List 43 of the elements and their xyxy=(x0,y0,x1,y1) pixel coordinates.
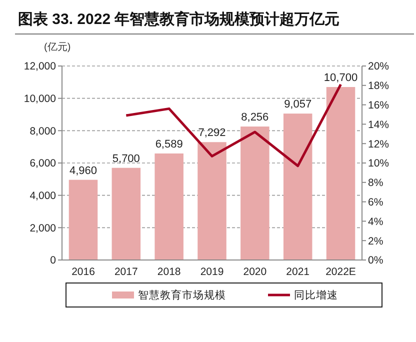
y-tick-label: 12,000 xyxy=(24,60,56,73)
bar xyxy=(112,168,141,260)
bar xyxy=(154,153,184,260)
legend-label: 同比增速 xyxy=(294,288,338,302)
y2-tick-label: 20% xyxy=(368,60,390,73)
y-tick-label: 0 xyxy=(50,254,56,267)
y2-tick-label: 0% xyxy=(368,254,384,267)
y-tick-label: 2,000 xyxy=(30,222,56,234)
text: 7,292 xyxy=(198,127,226,140)
y2-tick-label: 8% xyxy=(368,177,384,190)
legend-label: 智慧教育市场规模 xyxy=(138,288,226,302)
y-tick-label: 10,000 xyxy=(24,93,56,106)
text: 5,700 xyxy=(112,152,140,165)
x-tick-label: 2018 xyxy=(157,266,181,278)
y-tick-label: 4,000 xyxy=(30,190,56,202)
chart-title: 图表 33. 2022 年智慧教育市场规模预计超万亿元 xyxy=(18,10,340,28)
bar xyxy=(68,180,98,260)
x-tick-label: 2022E xyxy=(326,266,356,278)
x-tick-label: 2016 xyxy=(72,266,96,278)
y2-tick-label: 12% xyxy=(368,138,390,150)
y2-tick-label: 14% xyxy=(368,118,390,131)
x-tick-label: 2020 xyxy=(243,266,267,278)
y2-tick-label: 16% xyxy=(368,99,390,112)
text: 10,700 xyxy=(324,72,358,84)
y2-tick-label: 6% xyxy=(368,196,384,208)
x-tick-label: 2019 xyxy=(200,266,224,278)
x-tick-label: 2017 xyxy=(114,266,138,278)
y-tick-label: 8,000 xyxy=(30,125,56,138)
bar xyxy=(326,87,356,260)
text: 4,960 xyxy=(69,164,98,177)
text: 6,589 xyxy=(155,138,183,150)
text: 8,256 xyxy=(241,112,269,124)
bar xyxy=(240,126,270,260)
bar xyxy=(198,142,226,260)
y-tick-label: 6,000 xyxy=(30,158,56,170)
bar xyxy=(283,114,312,260)
y2-tick-label: 18% xyxy=(368,80,390,92)
text: 9,057 xyxy=(284,98,312,111)
y2-tick-label: 2% xyxy=(368,235,384,248)
y2-tick-label: 4% xyxy=(368,216,384,228)
y2-tick-label: 10% xyxy=(368,158,390,170)
x-tick-label: 2021 xyxy=(286,266,310,278)
y-axis-title: (亿元) xyxy=(44,42,71,53)
